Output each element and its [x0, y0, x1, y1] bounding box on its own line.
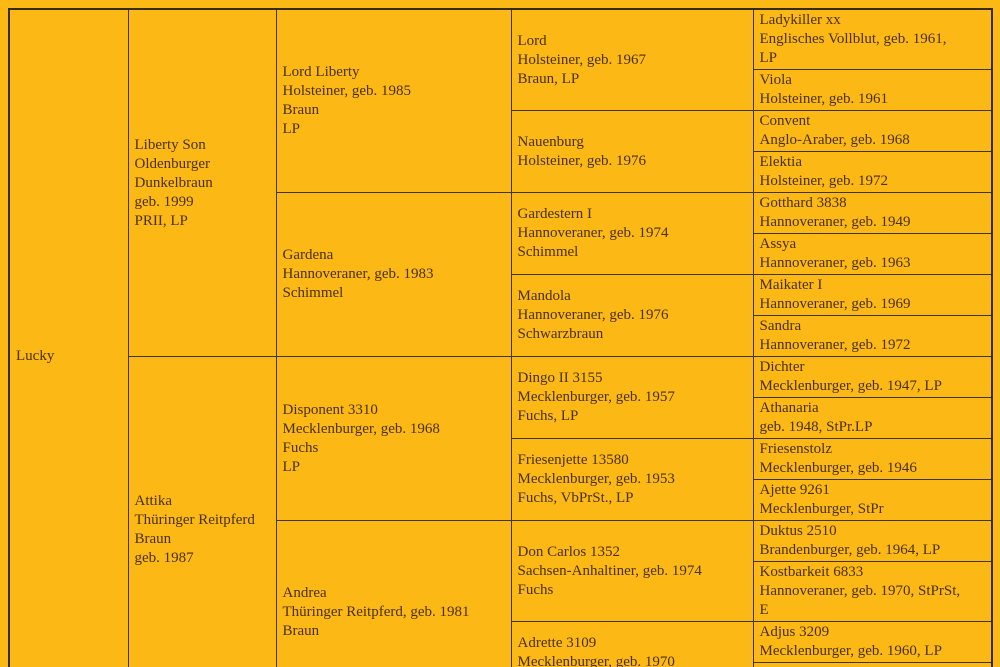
cell-friesenstolz: Friesenstolz Mecklenburger, geb. 1946 — [752, 438, 993, 480]
cell-dichter: Dichter Mecklenburger, geb. 1947, LP — [752, 356, 993, 398]
cell-assya: Assya Hannoveraner, geb. 1963 — [752, 233, 993, 275]
pedigree-row: Lucky Liberty Son Oldenburger Dunkelbrau… — [8, 8, 993, 667]
cell-adrette: Adrette 3109 Mecklenburger, geb. 1970 Br… — [510, 621, 754, 667]
pedigree-row: Mandola Hannoveraner, geb. 1976 Schwarzb… — [9, 274, 993, 357]
cell-lord-liberty: Lord Liberty Holsteiner, geb. 1985 Braun… — [275, 8, 512, 193]
pedigree-row: Gardena Hannoveraner, geb. 1983 Schimmel… — [9, 192, 993, 357]
pedigree-row: Viola Holsteiner, geb. 1961 — [9, 69, 993, 111]
cell-friesenjette: Friesenjette 13580 Mecklenburger, geb. 1… — [510, 438, 754, 521]
cell-elektia: Elektia Holsteiner, geb. 1972 — [752, 151, 993, 193]
cell-andrea: Andrea Thüringer Reitpferd, geb. 1981 Br… — [275, 520, 512, 667]
cell-duktus: Duktus 2510 Brandenburger, geb. 1964, LP — [752, 520, 993, 562]
pedigree-row: Kostbarkeit 6833 Hannoveraner, geb. 1970… — [9, 561, 993, 622]
pedigree-row: Aronda I 450/68 R Mecklenburger, geb. 19… — [9, 662, 993, 667]
cell-ladykiller: Ladykiller xx Englisches Vollblut, geb. … — [752, 8, 993, 70]
cell-aronda: Aronda I 450/68 R Mecklenburger, geb. 19… — [752, 662, 993, 667]
cell-viola: Viola Holsteiner, geb. 1961 — [752, 69, 993, 111]
cell-sandra: Sandra Hannoveraner, geb. 1972 — [752, 315, 993, 357]
cell-nauenburg: Nauenburg Holsteiner, geb. 1976 — [510, 110, 754, 193]
cell-maikater: Maikater I Hannoveraner, geb. 1969 — [752, 274, 993, 316]
cell-kostbarkeit: Kostbarkeit 6833 Hannoveraner, geb. 1970… — [752, 561, 993, 622]
cell-disponent: Disponent 3310 Mecklenburger, geb. 1968 … — [275, 356, 512, 521]
cell-convent: Convent Anglo-Araber, geb. 1968 — [752, 110, 993, 152]
cell-adjus: Adjus 3209 Mecklenburger, geb. 1960, LP — [752, 621, 993, 663]
cell-mandola: Mandola Hannoveraner, geb. 1976 Schwarzb… — [510, 274, 754, 357]
pedigree-row: Friesenjette 13580 Mecklenburger, geb. 1… — [9, 438, 993, 521]
cell-lord: Lord Holsteiner, geb. 1967 Braun, LP — [510, 8, 754, 111]
cell-attika: Attika Thüringer Reitpferd Braun geb. 19… — [127, 356, 277, 667]
cell-gardena: Gardena Hannoveraner, geb. 1983 Schimmel — [275, 192, 512, 357]
pedigree-row: Ajette 9261 Mecklenburger, StPr — [9, 479, 993, 521]
pedigree-row: Sandra Hannoveraner, geb. 1972 — [9, 315, 993, 357]
cell-liberty-son: Liberty Son Oldenburger Dunkelbraun geb.… — [127, 8, 277, 357]
cell-gardestern: Gardestern I Hannoveraner, geb. 1974 Sch… — [510, 192, 754, 275]
cell-ajette: Ajette 9261 Mecklenburger, StPr — [752, 479, 993, 521]
cell-dingo: Dingo II 3155 Mecklenburger, geb. 1957 F… — [510, 356, 754, 439]
pedigree-row: Adrette 3109 Mecklenburger, geb. 1970 Br… — [9, 621, 993, 667]
cell-lucky: Lucky — [8, 8, 129, 667]
cell-gotthard: Gotthard 3838 Hannoveraner, geb. 1949 — [752, 192, 993, 234]
pedigree-row: Andrea Thüringer Reitpferd, geb. 1981 Br… — [9, 520, 993, 667]
pedigree-row: Attika Thüringer Reitpferd Braun geb. 19… — [9, 356, 993, 667]
pedigree-row: Assya Hannoveraner, geb. 1963 — [9, 233, 993, 275]
cell-don-carlos: Don Carlos 1352 Sachsen-Anhaltiner, geb.… — [510, 520, 754, 622]
pedigree-row: Elektia Holsteiner, geb. 1972 — [9, 151, 993, 193]
cell-athanaria: Athanaria geb. 1948, StPr.LP — [752, 397, 993, 439]
pedigree-table: Lucky Liberty Son Oldenburger Dunkelbrau… — [8, 8, 993, 667]
